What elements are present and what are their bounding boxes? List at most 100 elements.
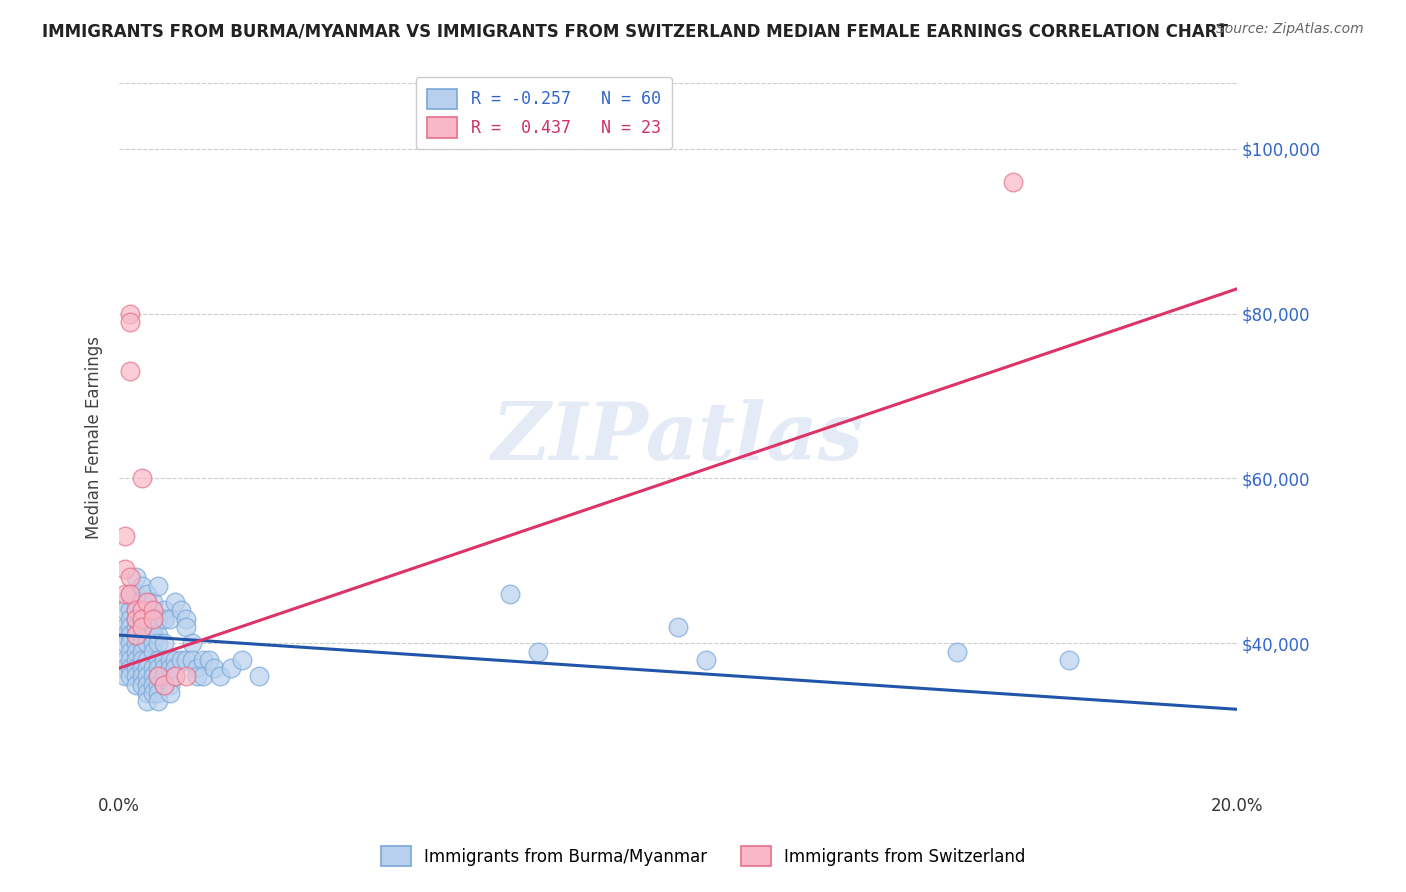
- Point: [131, 603, 153, 617]
- Point: [142, 620, 165, 634]
- Point: [247, 669, 270, 683]
- Point: [131, 612, 153, 626]
- Point: [125, 587, 148, 601]
- Point: [165, 669, 187, 683]
- Point: [231, 653, 253, 667]
- Point: [142, 595, 165, 609]
- Point: [125, 628, 148, 642]
- Point: [125, 612, 148, 626]
- Point: [159, 612, 181, 626]
- Point: [153, 669, 176, 683]
- Point: [131, 644, 153, 658]
- Point: [125, 595, 148, 609]
- Point: [142, 612, 165, 626]
- Point: [120, 587, 142, 601]
- Point: [136, 595, 159, 609]
- Point: [180, 636, 202, 650]
- Point: [136, 669, 159, 683]
- Point: [153, 603, 176, 617]
- Point: [125, 603, 148, 617]
- Point: [120, 620, 142, 634]
- Point: [120, 661, 142, 675]
- Point: [165, 661, 187, 675]
- Point: [1057, 653, 1080, 667]
- Point: [131, 669, 153, 683]
- Point: [148, 636, 170, 650]
- Point: [142, 603, 165, 617]
- Point: [114, 636, 136, 650]
- Point: [131, 595, 153, 609]
- Point: [114, 603, 136, 617]
- Point: [120, 653, 142, 667]
- Point: [120, 644, 142, 658]
- Point: [142, 661, 165, 675]
- Point: [131, 628, 153, 642]
- Point: [170, 653, 193, 667]
- Point: [159, 653, 181, 667]
- Point: [165, 595, 187, 609]
- Point: [120, 612, 142, 626]
- Point: [136, 636, 159, 650]
- Point: [153, 677, 176, 691]
- Point: [131, 603, 153, 617]
- Point: [114, 562, 136, 576]
- Point: [142, 644, 165, 658]
- Point: [148, 669, 170, 683]
- Point: [120, 669, 142, 683]
- Point: [136, 628, 159, 642]
- Point: [120, 307, 142, 321]
- Point: [142, 603, 165, 617]
- Point: [666, 620, 689, 634]
- Point: [148, 669, 170, 683]
- Point: [131, 636, 153, 650]
- Point: [159, 661, 181, 675]
- Point: [165, 653, 187, 667]
- Point: [176, 612, 198, 626]
- Point: [136, 661, 159, 675]
- Point: [197, 653, 219, 667]
- Point: [120, 364, 142, 378]
- Point: [125, 644, 148, 658]
- Point: [114, 669, 136, 683]
- Point: [1002, 175, 1025, 189]
- Point: [131, 620, 153, 634]
- Point: [120, 570, 142, 584]
- Point: [125, 677, 148, 691]
- Point: [136, 677, 159, 691]
- Point: [148, 686, 170, 700]
- Point: [114, 653, 136, 667]
- Point: [120, 636, 142, 650]
- Point: [153, 612, 176, 626]
- Point: [136, 603, 159, 617]
- Point: [208, 669, 231, 683]
- Point: [176, 669, 198, 683]
- Point: [142, 669, 165, 683]
- Point: [153, 661, 176, 675]
- Point: [176, 653, 198, 667]
- Point: [153, 636, 176, 650]
- Text: ZIPatlas: ZIPatlas: [492, 399, 865, 476]
- Point: [148, 612, 170, 626]
- Point: [219, 661, 242, 675]
- Point: [120, 587, 142, 601]
- Legend: R = -0.257   N = 60, R =  0.437   N = 23: R = -0.257 N = 60, R = 0.437 N = 23: [416, 77, 672, 149]
- Point: [159, 677, 181, 691]
- Point: [153, 677, 176, 691]
- Point: [120, 315, 142, 329]
- Point: [114, 661, 136, 675]
- Point: [142, 686, 165, 700]
- Point: [148, 628, 170, 642]
- Point: [131, 620, 153, 634]
- Point: [125, 653, 148, 667]
- Point: [136, 694, 159, 708]
- Point: [125, 612, 148, 626]
- Point: [125, 636, 148, 650]
- Point: [120, 603, 142, 617]
- Point: [125, 603, 148, 617]
- Point: [120, 628, 142, 642]
- Point: [131, 653, 153, 667]
- Point: [142, 677, 165, 691]
- Point: [153, 653, 176, 667]
- Point: [142, 628, 165, 642]
- Point: [125, 669, 148, 683]
